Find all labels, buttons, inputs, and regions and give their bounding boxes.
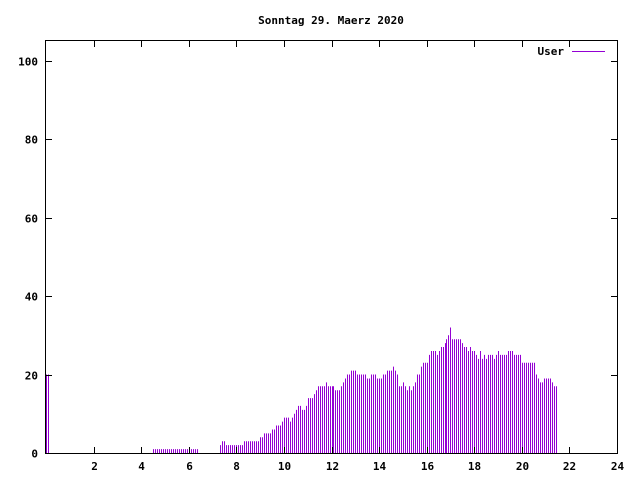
y-tick-label: 80 [25, 134, 38, 147]
x-tick-label: 4 [138, 460, 145, 473]
y-tick-label: 0 [31, 448, 38, 461]
y-tick-label: 100 [18, 56, 38, 69]
x-tick-label: 8 [233, 460, 240, 473]
legend-label-user: User [538, 45, 565, 58]
legend: User [538, 45, 605, 58]
bar-series [46, 327, 557, 453]
x-tick-label: 10 [278, 460, 291, 473]
x-tick-label: 16 [421, 460, 435, 473]
x-tick-label: 24 [611, 460, 625, 473]
x-tick-label: 20 [516, 460, 529, 473]
plot-frame [45, 40, 618, 454]
x-tick-label: 18 [468, 460, 481, 473]
x-tick-label: 12 [326, 460, 339, 473]
y-tick-label: 40 [25, 291, 38, 304]
y-axis: 0 20 40 60 80 100 [18, 56, 617, 461]
x-tick-label: 2 [91, 460, 98, 473]
x-tick-label: 22 [563, 460, 576, 473]
y-tick-label: 60 [25, 213, 38, 226]
chart-title: Sonntag 29. Maerz 2020 [258, 14, 404, 27]
x-axis: 2 4 6 8 10 12 14 16 18 20 22 24 [91, 41, 624, 473]
x-tick-label: 6 [186, 460, 193, 473]
x-tick-label: 14 [373, 460, 387, 473]
y-tick-label: 20 [25, 370, 38, 383]
